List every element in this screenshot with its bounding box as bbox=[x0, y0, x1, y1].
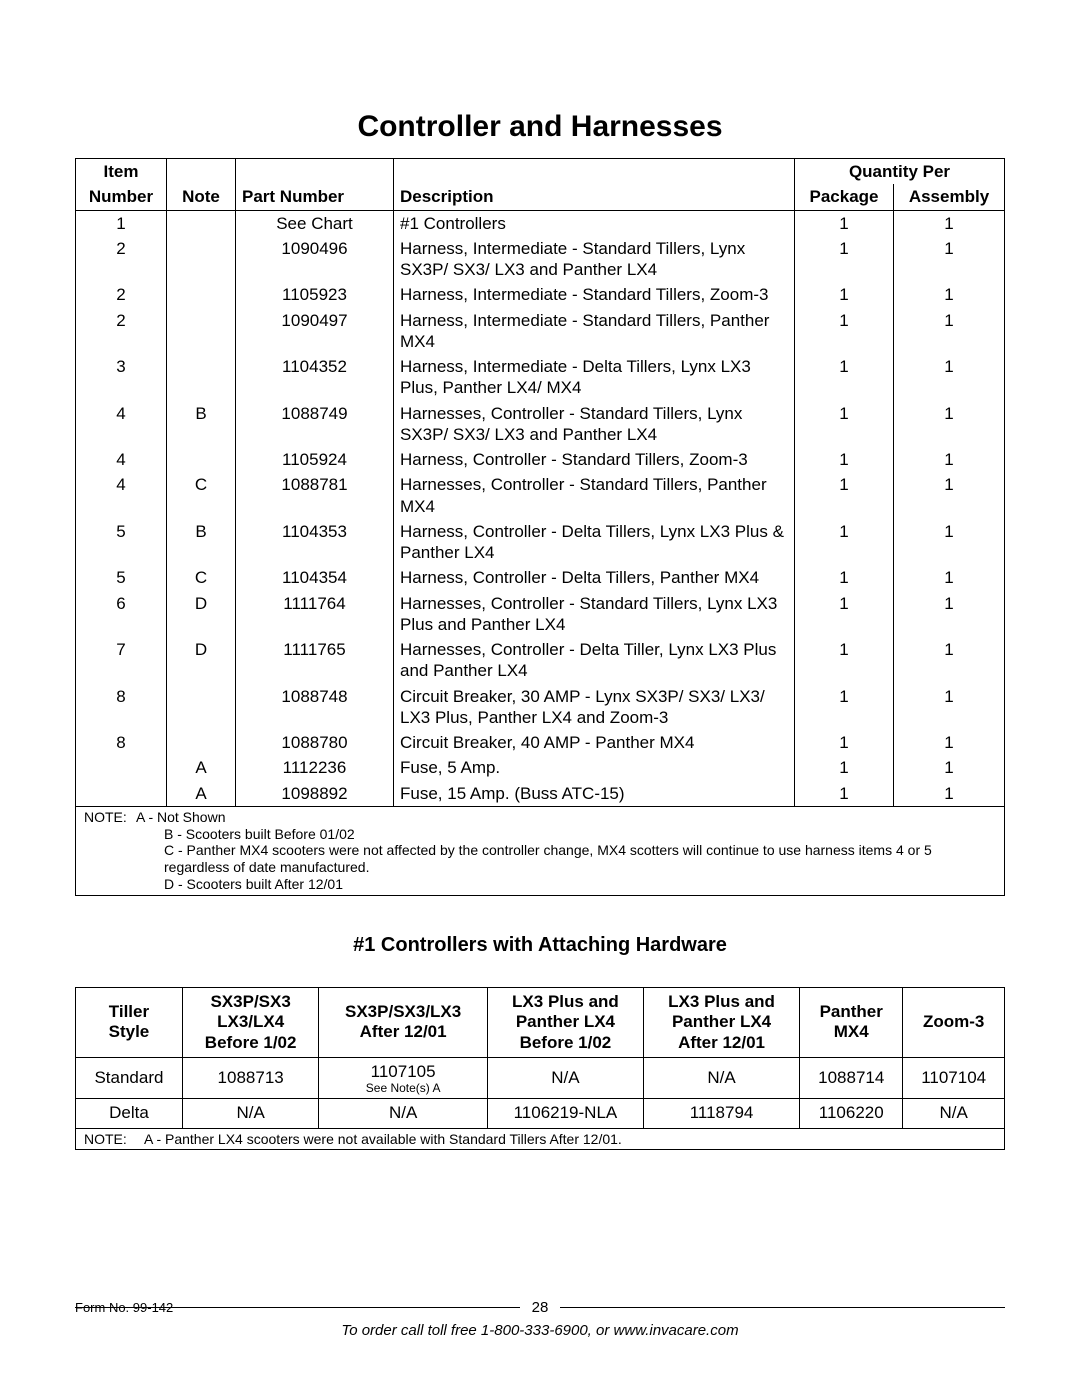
ctrl-header: TillerStyle bbox=[76, 987, 183, 1057]
table-row: 1See Chart#1 Controllers11 bbox=[76, 210, 1005, 236]
ctrl-row: DeltaN/AN/A1106219-NLA11187941106220N/A bbox=[76, 1099, 1005, 1128]
table-row: 5B1104353Harness, Controller - Delta Til… bbox=[76, 519, 1005, 566]
table-row: A1112236Fuse, 5 Amp.11 bbox=[76, 755, 1005, 780]
note-line: C - Panther MX4 scooters were not affect… bbox=[164, 842, 996, 876]
table-row: 81088780Circuit Breaker, 40 AMP - Panthe… bbox=[76, 730, 1005, 755]
table-row: A1098892Fuse, 15 Amp. (Buss ATC-15)11 bbox=[76, 781, 1005, 807]
parts-notes: NOTE:A - Not Shown B - Scooters built Be… bbox=[75, 807, 1005, 896]
ctrl-row: Standard10887131107105See Note(s) AN/AN/… bbox=[76, 1057, 1005, 1098]
table-row: 4B1088749Harnesses, Controller - Standar… bbox=[76, 401, 1005, 448]
table-row: 21090496Harness, Intermediate - Standard… bbox=[76, 236, 1005, 283]
hdr-number: Number bbox=[89, 187, 153, 206]
page-number: 28 bbox=[532, 1299, 549, 1316]
note-line: D - Scooters built After 12/01 bbox=[164, 876, 996, 893]
table-row: 21105923Harness, Intermediate - Standard… bbox=[76, 282, 1005, 307]
page-footer: 28 To order call toll free 1-800-333-690… bbox=[75, 1299, 1005, 1339]
table-row: 31104352Harness, Intermediate - Delta Ti… bbox=[76, 354, 1005, 401]
ctrl-header: LX3 Plus andPanther LX4After 12/01 bbox=[643, 987, 799, 1057]
ctrl-header: SX3P/SX3/LX3After 12/01 bbox=[319, 987, 487, 1057]
table-row: 4C1088781Harnesses, Controller - Standar… bbox=[76, 472, 1005, 519]
ctrl-header: LX3 Plus andPanther LX4Before 1/02 bbox=[487, 987, 643, 1057]
hdr-pkg: Package bbox=[810, 187, 879, 206]
ctrl-header: SX3P/SX3LX3/LX4Before 1/02 bbox=[182, 987, 318, 1057]
page-title: Controller and Harnesses bbox=[75, 110, 1005, 144]
table-row: 7D1111765Harnesses, Controller - Delta T… bbox=[76, 637, 1005, 684]
parts-table: Item Quantity Per Number Note Part Numbe… bbox=[75, 158, 1005, 807]
hdr-note: Note bbox=[182, 187, 220, 206]
table-row: 81088748Circuit Breaker, 30 AMP - Lynx S… bbox=[76, 684, 1005, 731]
table-row: 21090497Harness, Intermediate - Standard… bbox=[76, 308, 1005, 355]
note-line: B - Scooters built Before 01/02 bbox=[164, 826, 996, 843]
hdr-qty-top: Quantity Per bbox=[849, 162, 950, 181]
notes-label: NOTE: bbox=[84, 809, 136, 826]
table-row: 41105924Harness, Controller - Standard T… bbox=[76, 447, 1005, 472]
table-row: 6D1111764Harnesses, Controller - Standar… bbox=[76, 591, 1005, 638]
hdr-asm: Assembly bbox=[909, 187, 989, 206]
controllers-table: TillerStyleSX3P/SX3LX3/LX4Before 1/02SX3… bbox=[75, 987, 1005, 1129]
sub-heading: #1 Controllers with Attaching Hardware bbox=[75, 934, 1005, 957]
hdr-part: Part Number bbox=[242, 187, 344, 206]
note-a: A - Not Shown bbox=[136, 809, 226, 825]
controllers-note: NOTE:A - Panther LX4 scooters were not a… bbox=[75, 1129, 1005, 1150]
hdr-item-top: Item bbox=[104, 162, 139, 181]
table-row: 5C1104354Harness, Controller - Delta Til… bbox=[76, 565, 1005, 590]
ctrl-header: PantherMX4 bbox=[800, 987, 903, 1057]
hdr-desc: Description bbox=[400, 187, 494, 206]
order-line: To order call toll free 1-800-333-6900, … bbox=[75, 1322, 1005, 1339]
ctrl-header: Zoom-3 bbox=[903, 987, 1005, 1057]
